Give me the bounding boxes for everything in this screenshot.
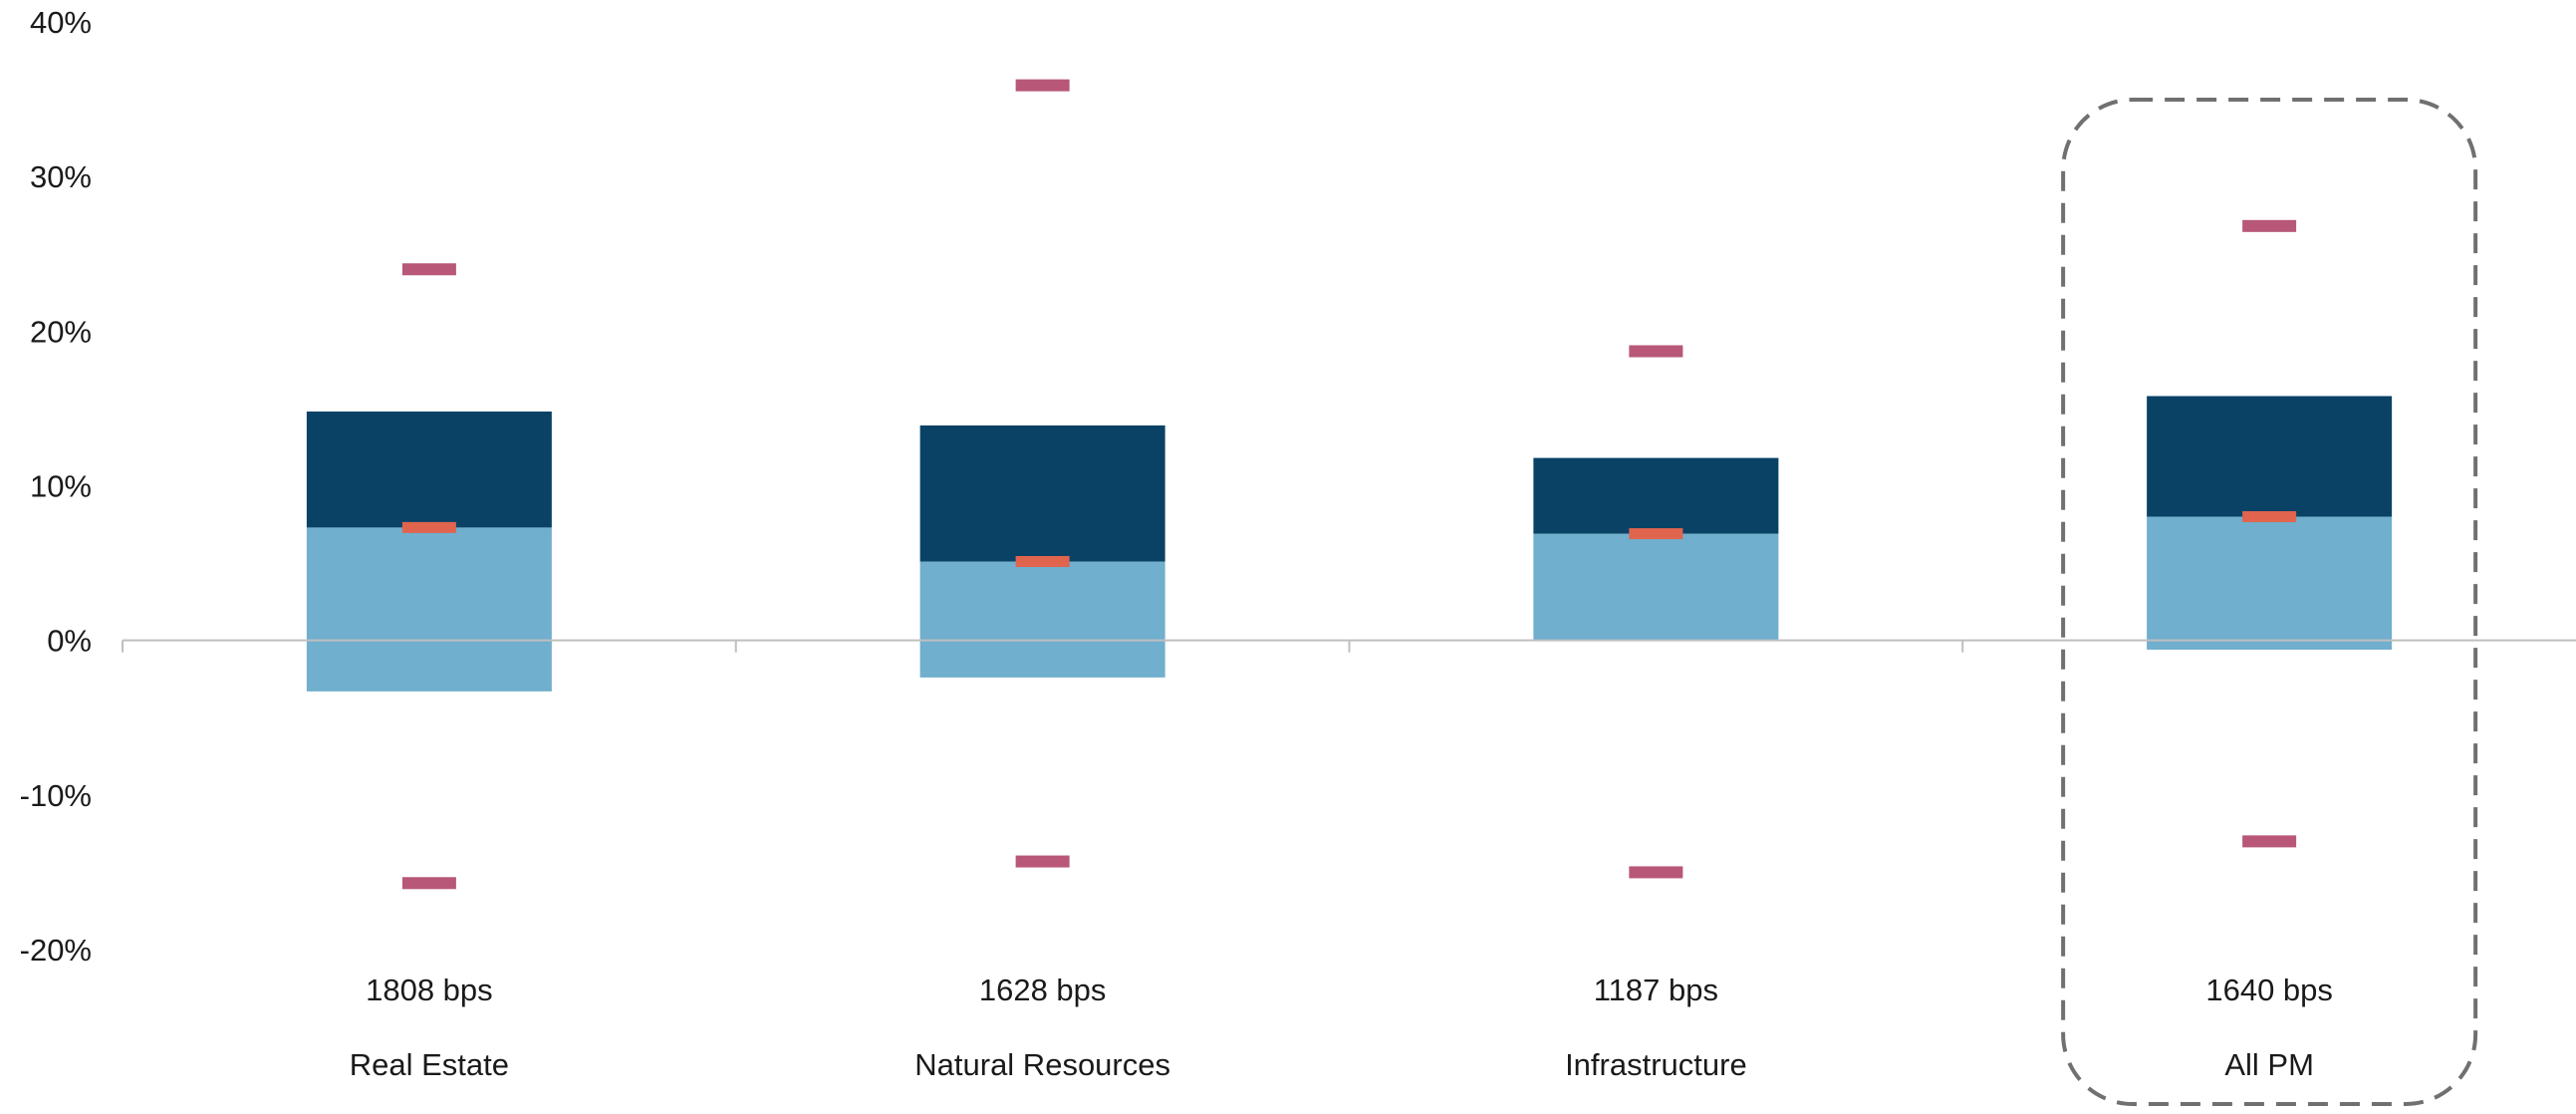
median-marker xyxy=(1015,556,1070,568)
y-axis-labels: 40% 30% 20% 10% 0% -10% -20% xyxy=(20,5,92,968)
category-label: Infrastructure xyxy=(1565,1047,1747,1082)
high-extreme-marker xyxy=(401,263,456,276)
median-marker xyxy=(2242,511,2297,523)
y-tick-label: 0% xyxy=(47,624,92,659)
lower-box-bar xyxy=(1533,533,1779,641)
high-extreme-marker xyxy=(2242,219,2297,232)
lower-box-bar xyxy=(306,527,552,692)
spread-label: 1640 bps xyxy=(2205,973,2333,1007)
high-extreme-marker xyxy=(1629,345,1683,358)
lower-box-bar xyxy=(2147,516,2393,650)
category-label: Natural Resources xyxy=(914,1047,1170,1082)
category-label: All PM xyxy=(2224,1047,2314,1082)
low-extreme-marker xyxy=(1629,866,1683,879)
markers-layer xyxy=(401,79,2297,890)
spread-label: 1808 bps xyxy=(366,973,493,1007)
highlight-box xyxy=(2061,98,2478,1106)
median-marker xyxy=(1629,528,1683,540)
y-tick-label: 30% xyxy=(30,159,92,194)
low-extreme-marker xyxy=(401,877,456,890)
category-label: Real Estate xyxy=(350,1047,509,1082)
y-tick-label: 20% xyxy=(30,314,92,349)
upper-box-bar xyxy=(1533,457,1779,534)
upper-box-bar xyxy=(919,424,1165,562)
median-marker xyxy=(401,521,456,533)
upper-box-bar xyxy=(306,412,552,528)
y-tick-label: 40% xyxy=(30,5,92,40)
low-extreme-marker xyxy=(1015,855,1070,868)
y-tick-label: -10% xyxy=(20,778,92,813)
highlight-layer xyxy=(2061,98,2478,1106)
upper-box-bar xyxy=(2147,396,2393,517)
y-tick-label: -20% xyxy=(20,933,92,968)
labels-layer: 1808 bps 1628 bps 1187 bps 1640 bps Real Est… xyxy=(350,973,2333,1082)
low-extreme-marker xyxy=(2242,835,2297,848)
high-extreme-marker xyxy=(1015,79,1070,92)
bars-layer xyxy=(306,396,2393,692)
axis-layer xyxy=(122,639,2576,653)
spread-label: 1628 bps xyxy=(979,973,1107,1007)
lower-box-bar xyxy=(919,561,1165,678)
y-tick-label: 10% xyxy=(30,469,92,504)
spread-label: 1187 bps xyxy=(1594,973,1718,1007)
